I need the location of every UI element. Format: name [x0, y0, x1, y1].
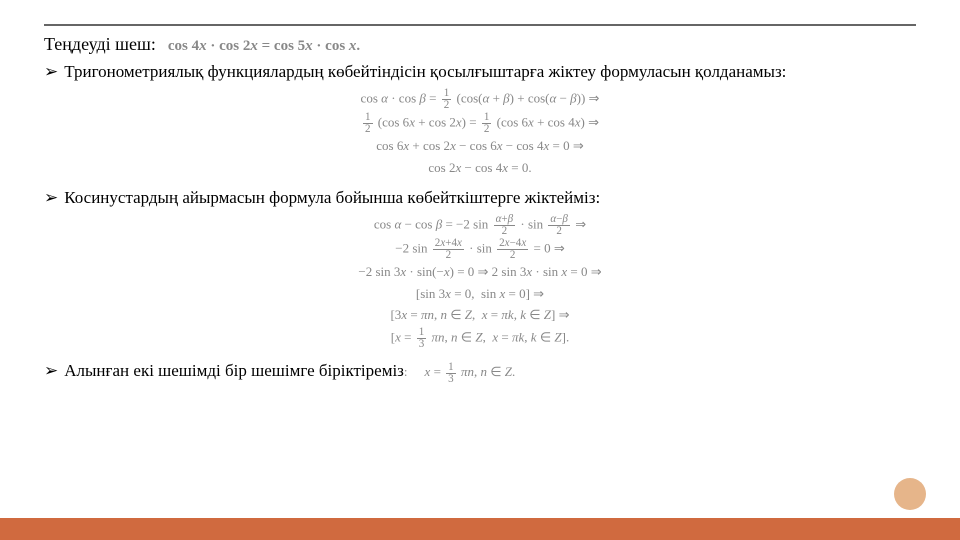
top-rule	[44, 24, 916, 26]
formula-row: [3x = πn, n ∈ Z, x = πk, k ∈ Z] ⇒	[44, 305, 916, 326]
bullet-icon: ➢	[44, 61, 58, 83]
bullet-icon: ➢	[44, 187, 58, 209]
formula-row: [x = 13 πn, n ∈ Z, x = πk, k ∈ Z].	[44, 327, 916, 350]
section2-text: Косинустардың айырмасын формула бойынша …	[64, 187, 600, 210]
section3-equation: x = 13 πn, n ∈ Z.	[425, 364, 516, 379]
formula-row: cos α · cos β = 12 (cos(α + β) + cos(α −…	[44, 88, 916, 111]
section3-suffix: :	[404, 364, 408, 379]
section1-formulas: cos α · cos β = 12 (cos(α + β) + cos(α −…	[44, 88, 916, 179]
section3-text-content: Алынған екі шешімді бір шешімге біріктір…	[64, 361, 404, 380]
section3-text: Алынған екі шешімді бір шешімге біріктір…	[64, 360, 515, 385]
bullet-icon: ➢	[44, 360, 58, 382]
formula-row: cos 2x − cos 4x = 0.	[44, 158, 916, 179]
formula-row: −2 sin 3x · sin(−x) = 0 ⇒ 2 sin 3x · sin…	[44, 262, 916, 283]
formula-row: −2 sin 2x+4x2 · sin 2x−4x2 = 0 ⇒	[44, 238, 916, 261]
section1: ➢ Тригонометриялық функциялардың көбейті…	[44, 61, 916, 84]
section2-formulas: cos α − cos β = −2 sin α+β2 · sin α−β2 ⇒…	[44, 214, 916, 351]
section1-text: Тригонометриялық функциялардың көбейтінд…	[64, 61, 786, 84]
corner-dot-icon	[894, 478, 926, 510]
heading-row: Теңдеуді шеш: cos 4x · cos 2x = cos 5x ·…	[44, 34, 916, 55]
slide: Теңдеуді шеш: cos 4x · cos 2x = cos 5x ·…	[0, 0, 960, 540]
bottom-accent-bar	[0, 518, 960, 540]
formula-row: cos 6x + cos 2x − cos 6x − cos 4x = 0 ⇒	[44, 136, 916, 157]
formula-row: cos α − cos β = −2 sin α+β2 · sin α−β2 ⇒	[44, 214, 916, 237]
formula-row: [sin 3x = 0, sin x = 0] ⇒	[44, 284, 916, 305]
formula-row: 12 (cos 6x + cos 2x) = 12 (cos 6x + cos …	[44, 112, 916, 135]
heading-label: Теңдеуді шеш:	[44, 34, 156, 55]
heading-equation: cos 4x · cos 2x = cos 5x · cos x.	[168, 38, 360, 55]
section3: ➢ Алынған екі шешімді бір шешімге бірікт…	[44, 360, 916, 385]
section2: ➢ Косинустардың айырмасын формула бойынш…	[44, 187, 916, 210]
